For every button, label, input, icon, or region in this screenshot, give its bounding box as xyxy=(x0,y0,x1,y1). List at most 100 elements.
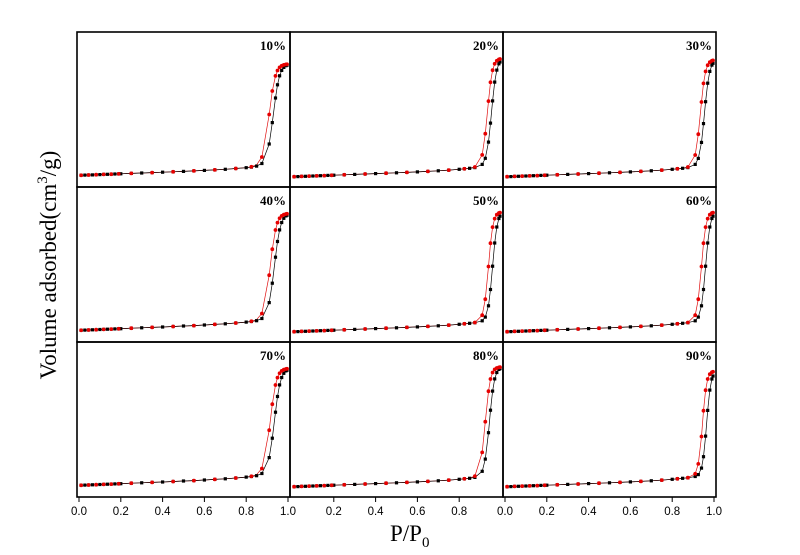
x-tick-label: 0.4 xyxy=(155,506,172,518)
adsorption-point xyxy=(539,483,543,487)
desorption-point xyxy=(446,478,451,482)
desorption-point xyxy=(299,329,304,334)
desorption-point xyxy=(299,174,304,179)
adsorption-point xyxy=(480,162,484,166)
adsorption-point xyxy=(488,287,493,292)
x-tick-label: 0.2 xyxy=(326,506,342,518)
panel-label: 60% xyxy=(686,193,712,208)
adsorption-point xyxy=(708,388,712,392)
desorption-point xyxy=(275,375,280,380)
desorption-point xyxy=(285,211,289,216)
desorption-point xyxy=(597,481,601,486)
adsorption-point xyxy=(332,483,336,487)
desorption-point xyxy=(322,328,327,333)
desorption-point xyxy=(555,482,560,487)
x-tick-label: 0.6 xyxy=(622,506,638,518)
x-tick-label: 0.0 xyxy=(71,506,87,518)
adsorption-point xyxy=(607,326,612,330)
adsorption-point xyxy=(696,315,700,319)
adsorption-point xyxy=(244,166,248,170)
desorption-point xyxy=(86,173,91,177)
desorption-point xyxy=(490,68,495,73)
desorption-point xyxy=(273,74,278,78)
desorption-point xyxy=(512,329,517,334)
desorption-point xyxy=(129,326,134,331)
adsorption-point xyxy=(704,434,708,438)
desorption-point xyxy=(675,166,680,171)
adsorption-point xyxy=(524,484,528,488)
adsorption-point xyxy=(710,63,714,67)
adsorption-point xyxy=(161,325,165,329)
adsorption-point xyxy=(311,329,315,333)
desorption-point xyxy=(639,479,643,484)
adsorption-point xyxy=(326,328,330,332)
adsorption-point xyxy=(394,326,399,330)
adsorption-point xyxy=(255,474,259,478)
desorption-point xyxy=(314,484,319,488)
adsorption-point xyxy=(105,172,109,176)
adsorption-point xyxy=(267,456,271,460)
desorption-point xyxy=(384,481,388,486)
desorption-point xyxy=(498,57,502,61)
desorption-point xyxy=(292,329,296,334)
adsorption-point xyxy=(699,140,704,144)
adsorption-point xyxy=(531,484,535,488)
desorption-point xyxy=(696,462,701,466)
x-tick-label: 0.8 xyxy=(238,506,254,518)
desorption-point xyxy=(270,247,275,252)
adsorption-point xyxy=(468,476,472,480)
y-axis-label-main: Volume adsorbed(cm xyxy=(36,184,61,380)
y-axis-label-tail: /g) xyxy=(36,151,61,177)
desorption-point xyxy=(555,172,560,177)
panel-8: 80% xyxy=(289,341,504,498)
adsorption-point xyxy=(711,61,715,65)
desorption-point xyxy=(150,480,155,485)
panel-3: 30% xyxy=(502,31,717,188)
adsorption-point xyxy=(90,328,94,332)
adsorption-point xyxy=(701,287,706,292)
desorption-point xyxy=(483,419,488,424)
desorption-point xyxy=(426,169,430,174)
adsorption-point xyxy=(699,466,704,470)
adsorption-point xyxy=(545,328,549,332)
desorption-point xyxy=(249,474,254,479)
desorption-point xyxy=(703,225,708,230)
adsorption-point xyxy=(83,173,87,177)
desorption-point xyxy=(267,428,272,433)
adsorption-point xyxy=(326,173,330,177)
adsorption-line xyxy=(81,64,288,176)
panel-1: 10% xyxy=(76,31,291,188)
adsorption-point xyxy=(181,169,186,173)
adsorption-point xyxy=(491,264,495,268)
adsorption-point xyxy=(516,174,520,178)
adsorption-point xyxy=(670,322,674,326)
desorption-point xyxy=(701,408,706,413)
desorption-point xyxy=(275,68,280,73)
adsorption-point xyxy=(628,480,632,484)
x-tick-label: 0.8 xyxy=(664,506,680,518)
desorption-point xyxy=(535,483,540,488)
adsorption-point xyxy=(681,166,685,170)
desorption-point xyxy=(675,476,680,481)
desorption-point xyxy=(520,174,524,179)
adsorption-point xyxy=(681,321,685,325)
desorption-point xyxy=(659,168,664,173)
desorption-point xyxy=(505,484,509,489)
adsorption-point xyxy=(255,319,259,323)
desorption-point xyxy=(292,484,296,489)
desorption-line xyxy=(507,60,714,178)
desorption-point xyxy=(285,62,289,67)
adsorption-point xyxy=(649,324,653,328)
desorption-point xyxy=(542,328,547,333)
desorption-point xyxy=(233,476,238,480)
desorption-point xyxy=(363,482,367,486)
panel-label: 20% xyxy=(473,38,499,53)
adsorption-point xyxy=(468,321,472,325)
desorption-point xyxy=(576,172,580,176)
adsorption-point xyxy=(706,408,710,412)
adsorption-point xyxy=(332,328,336,332)
desorption-point xyxy=(171,169,176,174)
adsorption-point xyxy=(415,170,419,174)
adsorption-point xyxy=(273,255,278,259)
adsorption-point xyxy=(480,469,484,473)
